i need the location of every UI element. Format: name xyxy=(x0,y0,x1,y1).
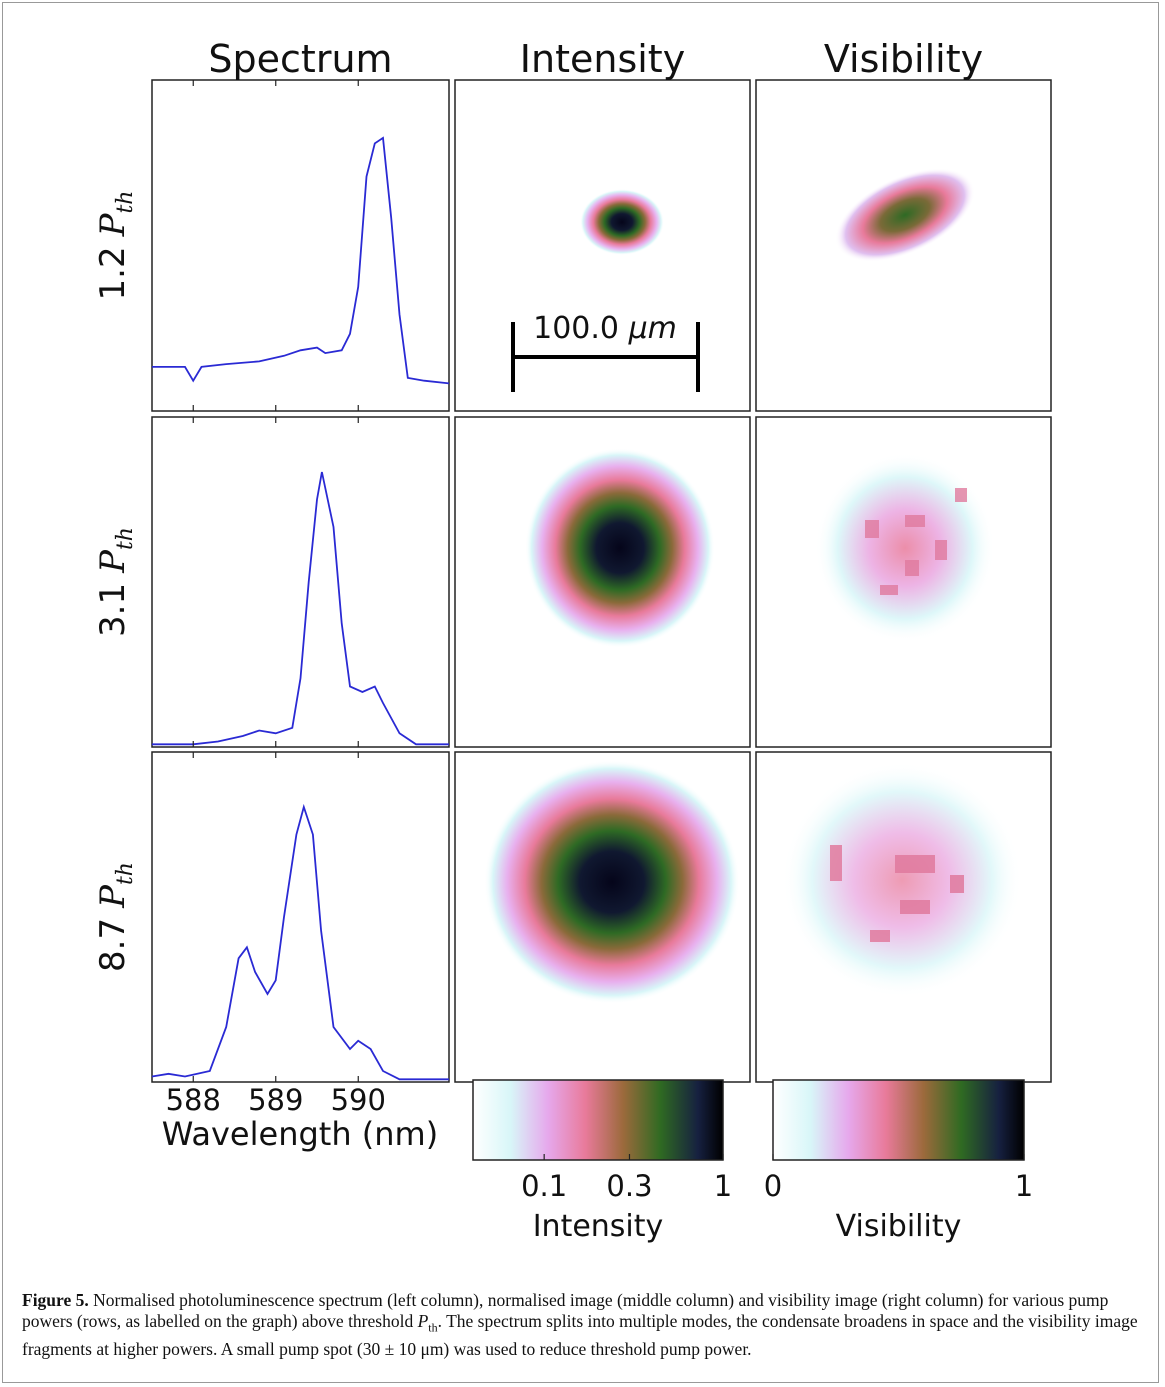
column-title: Intensity xyxy=(520,37,685,81)
caption-subscript: th xyxy=(428,1320,438,1335)
column-title: Spectrum xyxy=(208,37,392,81)
figure: 100.0 μm Wavelength (nm) Spectrum Intensi… xyxy=(93,37,1052,1244)
row-symbol: P xyxy=(93,549,133,574)
row-label: 8.7 Pth xyxy=(93,862,138,972)
colorbar xyxy=(772,1079,1025,1161)
colorbar-tick-label: 0 xyxy=(764,1169,782,1203)
colorbar-label: Visibility xyxy=(836,1209,962,1244)
x-tick-label: 588 xyxy=(166,1083,221,1117)
caption-label: Figure 5. xyxy=(22,1290,89,1310)
row-subscript: th xyxy=(113,527,138,550)
visibility-image xyxy=(782,762,1022,998)
colorbar-tick-label: 1 xyxy=(1015,1169,1033,1203)
colorbar-tick-label: 0.3 xyxy=(606,1169,652,1203)
row-number: 1.2 xyxy=(93,246,133,300)
caption: Figure 5. Normalised photoluminescence s… xyxy=(22,1290,1142,1360)
row-label: 1.2 Pth xyxy=(93,191,138,301)
column-title: Visibility xyxy=(824,37,983,81)
x-axis-label: Wavelength (nm) xyxy=(162,1115,438,1153)
row-symbol: P xyxy=(93,212,133,237)
scale-value: 100.0 xyxy=(533,311,619,346)
row-number: 8.7 xyxy=(93,918,133,972)
colorbar-tick-label: 1 xyxy=(714,1169,732,1203)
row-symbol: P xyxy=(93,884,133,909)
spectrum-line xyxy=(152,471,449,746)
row-number: 3.1 xyxy=(93,583,133,637)
row-subscript: th xyxy=(113,862,138,885)
caption-text: . The spectrum splits into multiple mode… xyxy=(22,1311,1138,1359)
caption-text: Normalised photoluminescence spectrum (l… xyxy=(22,1290,1109,1331)
intensity-image xyxy=(484,760,740,1004)
spectrum-line xyxy=(152,136,450,385)
intensity-image xyxy=(525,448,715,648)
spectrum-line xyxy=(151,803,449,1081)
scale-bar xyxy=(511,322,700,392)
x-tick-label: 590 xyxy=(331,1083,386,1117)
row-label: 3.1 Pth xyxy=(93,527,138,637)
visibility-image xyxy=(815,453,995,643)
scale-bar-label: 100.0 μm xyxy=(533,311,677,346)
visibility-image xyxy=(835,168,975,262)
intensity-image xyxy=(580,189,664,255)
visibility-fragments xyxy=(830,845,964,942)
colorbar-tick-label: 0.1 xyxy=(521,1169,567,1203)
colorbar xyxy=(472,1079,724,1161)
visibility-fragments xyxy=(865,488,967,595)
colorbar-label: Intensity xyxy=(533,1209,664,1244)
x-tick-label: 589 xyxy=(248,1083,303,1117)
row-subscript: th xyxy=(113,191,138,214)
scale-unit: μm xyxy=(628,311,677,346)
caption-symbol: P xyxy=(417,1311,429,1331)
